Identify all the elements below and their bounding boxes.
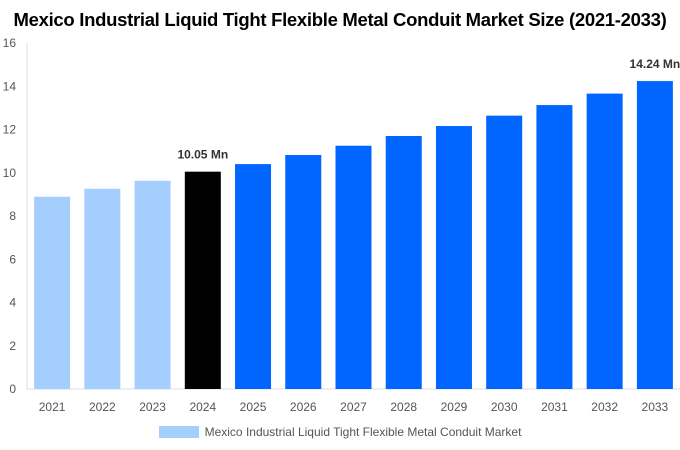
- x-tick-label: 2033: [642, 400, 669, 414]
- bar-2023: [134, 180, 171, 389]
- x-tick-label: 2027: [340, 400, 367, 414]
- x-tick-label: 2023: [139, 400, 166, 414]
- legend: Mexico Industrial Liquid Tight Flexible …: [0, 425, 680, 439]
- chart-title: Mexico Industrial Liquid Tight Flexible …: [13, 9, 667, 30]
- bar-2032: [586, 93, 623, 389]
- bar-2030: [486, 115, 523, 389]
- x-tick-label: 2026: [290, 400, 317, 414]
- bar-2021: [34, 196, 71, 389]
- bar-2025: [235, 164, 272, 389]
- x-tick-label: 2022: [89, 400, 116, 414]
- data-label-2024: 10.05 Mn: [177, 148, 228, 162]
- x-tick-label: 2021: [39, 400, 66, 414]
- y-tick-label: 0: [9, 382, 16, 396]
- x-tick-label: 2025: [240, 400, 267, 414]
- x-tick-label: 2024: [189, 400, 216, 414]
- data-label-2033: 14.24 Mn: [630, 57, 680, 71]
- legend-label: Mexico Industrial Liquid Tight Flexible …: [204, 425, 522, 439]
- x-tick-label: 2032: [591, 400, 618, 414]
- bar-2026: [285, 155, 322, 389]
- x-tick-label: 2030: [491, 400, 518, 414]
- x-tick-label: 2031: [541, 400, 568, 414]
- y-tick-label: 4: [9, 296, 16, 310]
- y-tick-label: 14: [3, 79, 17, 93]
- bar-2027: [335, 145, 372, 389]
- y-tick-label: 10: [3, 166, 17, 180]
- x-tick-label: 2028: [390, 400, 417, 414]
- y-tick-label: 8: [9, 209, 16, 223]
- y-tick-label: 12: [3, 123, 17, 137]
- y-tick-label: 16: [3, 36, 17, 50]
- legend-swatch: [158, 426, 199, 438]
- bar-2033: [636, 81, 673, 389]
- bar-2024: [184, 171, 221, 389]
- bar-2031: [536, 105, 573, 389]
- y-tick-label: 2: [9, 339, 16, 353]
- bar-2022: [84, 188, 121, 389]
- y-tick-label: 6: [9, 252, 16, 266]
- bar-2028: [385, 135, 422, 389]
- bar-2029: [435, 126, 472, 389]
- x-tick-label: 2029: [441, 400, 468, 414]
